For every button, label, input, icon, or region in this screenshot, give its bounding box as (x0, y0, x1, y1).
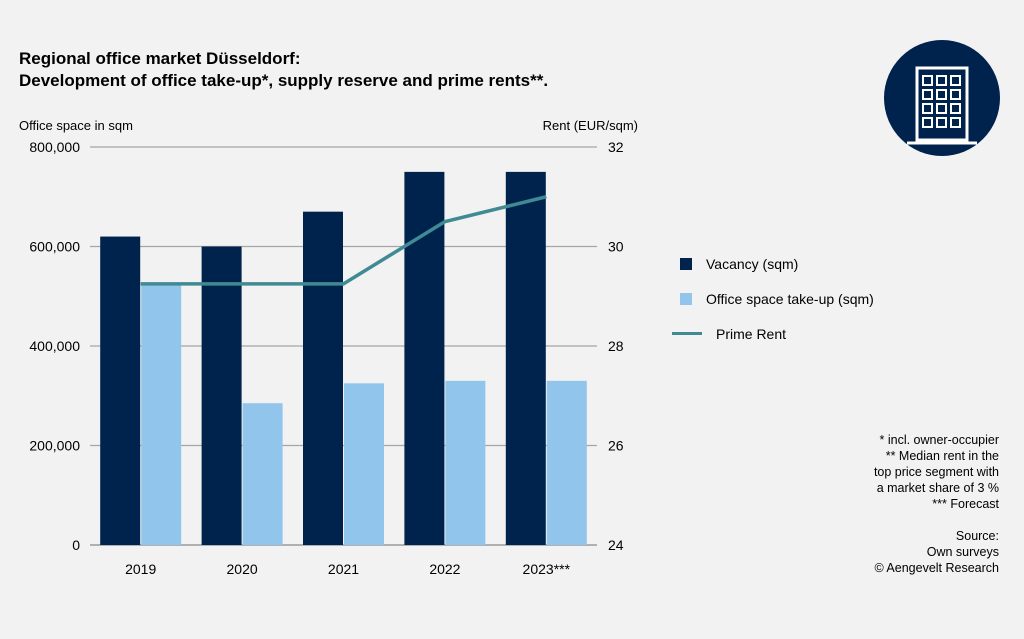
bar-takeup (141, 283, 182, 545)
note: a market share of 3 % (876, 481, 999, 495)
window-icon (950, 89, 961, 100)
window-icon (936, 103, 947, 114)
y-tick-label: 800,000 (29, 139, 80, 155)
y-tick-label: 400,000 (29, 338, 80, 354)
bar-vacancy (100, 236, 141, 546)
x-tick-label: 2021 (328, 561, 359, 577)
legend-swatch (680, 257, 692, 270)
building-icon (884, 40, 1000, 156)
legend-item-prime-rent: Prime Rent (672, 316, 874, 351)
x-tick-label: 2022 (429, 561, 460, 577)
window-icon (950, 103, 961, 114)
bar-vacancy (404, 171, 445, 545)
y-right-tick-label: 30 (608, 239, 624, 255)
bar-takeup (344, 383, 384, 545)
y-axis-right-label: Rent (EUR/sqm) (542, 118, 638, 133)
note: *** Forecast (932, 497, 999, 511)
window-icon (950, 117, 961, 128)
bar-vacancy (201, 246, 242, 545)
legend-line (672, 332, 702, 335)
legend-item-vacancy: Vacancy (sqm) (680, 246, 874, 281)
window-icon (936, 89, 947, 100)
bar-takeup (242, 403, 283, 545)
window-icon (936, 75, 947, 86)
y-tick-label: 200,000 (29, 438, 80, 454)
window-icon (922, 89, 933, 100)
legend-label: Prime Rent (716, 325, 787, 342)
legend-label: Office space take-up (sqm) (706, 290, 874, 307)
legend-item-takeup: Office space take-up (sqm) (680, 281, 874, 316)
y-right-tick-label: 28 (608, 338, 624, 354)
window-icon (922, 103, 933, 114)
footnotes: * incl. owner-occupier ** Median rent in… (874, 432, 999, 576)
bar-takeup (546, 380, 587, 545)
y-tick-label: 0 (72, 537, 80, 553)
x-tick-label: 2020 (227, 561, 258, 577)
y-right-tick-label: 32 (608, 139, 624, 155)
window-icon (936, 117, 947, 128)
y-right-tick-label: 24 (608, 537, 624, 553)
bar-takeup (445, 380, 486, 545)
window-icon (922, 75, 933, 86)
legend-swatch (680, 292, 692, 305)
note: ** Median rent in the (885, 449, 999, 463)
title-line: Regional office market Düsseldorf: (19, 49, 301, 68)
note: © Aengevelt Research (874, 561, 999, 575)
bar-vacancy (505, 171, 546, 545)
note: * incl. owner-occupier (879, 433, 1000, 447)
window-icon (950, 75, 961, 86)
x-tick-label: 2019 (125, 561, 156, 577)
legend-label: Vacancy (sqm) (706, 255, 799, 272)
y-right-tick-label: 26 (608, 438, 624, 454)
window-icon (922, 117, 933, 128)
y-tick-label: 600,000 (29, 239, 80, 255)
note: Source: (955, 529, 999, 543)
chart-title: Regional office market Düsseldorf: Develo… (19, 48, 548, 92)
y-axis-label: Office space in sqm (19, 118, 133, 133)
legend: Vacancy (sqm) Office space take-up (sqm)… (672, 246, 874, 351)
subtitle-line: Development of office take-up*, supply r… (19, 71, 549, 90)
prime-rent-line (140, 195, 547, 286)
bar-vacancy (303, 211, 343, 546)
note: top price segment with (873, 465, 999, 479)
x-tick-label: 2023*** (523, 561, 571, 577)
note: Own surveys (926, 545, 999, 559)
